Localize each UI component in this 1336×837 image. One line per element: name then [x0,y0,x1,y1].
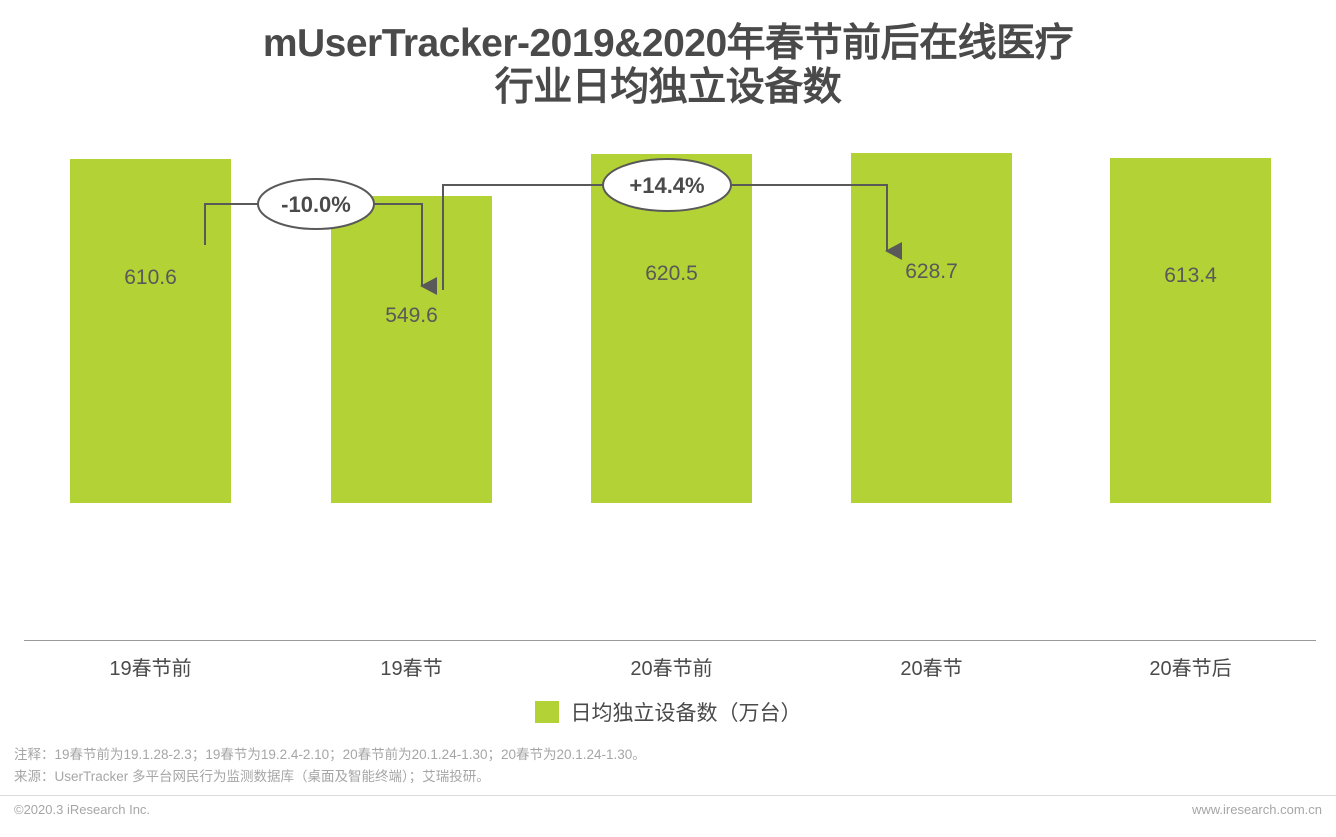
bar-3 [851,153,1012,503]
footer-copyright: ©2020.3 iResearch Inc. [14,802,151,817]
category-label-3: 20春节 [900,658,963,680]
annotation-label-1: +14.4% [629,173,705,198]
chart-plot-area: 610.6 549.6 620.5 628.7 613.4 19春节前 19春节… [24,153,1316,680]
bar-4 [1110,158,1271,503]
bar-value-label-4: 613.4 [1164,264,1217,287]
title-line-2: 行业日均独立设备数 [494,66,842,109]
chart-notes: 注释：19春节前为19.1.28-2.3；19春节为19.2.4-2.10；20… [14,744,646,788]
category-label-1: 19春节 [380,658,443,680]
bar-2 [591,154,752,503]
bar-1 [331,196,492,503]
annotation-label-0: -10.0% [281,192,351,217]
note-line: 注释：19春节前为19.1.28-2.3；19春节为19.2.4-2.10；20… [14,747,646,762]
page-title: mUserTracker-2019&2020年春节前后在线医疗 行业日均独立设备… [0,22,1336,110]
footer-website: www.iresearch.com.cn [1191,802,1322,817]
x-axis-line [24,640,1316,641]
category-label-2: 20春节前 [630,658,713,680]
title-line-1: mUserTracker-2019&2020年春节前后在线医疗 [262,22,1074,65]
legend-label: 日均独立设备数（万台） [570,702,802,725]
legend-swatch-icon [534,701,559,723]
bar-value-label-3: 628.7 [905,260,958,283]
chart-legend: 日均独立设备数（万台） [0,697,1336,727]
page-footer: ©2020.3 iResearch Inc. www.iresearch.com… [0,802,1336,817]
source-line: 来源：UserTracker 多平台网民行为监测数据库（桌面及智能终端）；艾瑞投… [14,769,490,784]
bar-value-label-2: 620.5 [645,262,698,285]
category-label-4: 20春节后 [1149,658,1232,680]
bar-value-label-0: 610.6 [124,266,177,289]
footer-divider [0,795,1336,796]
bar-value-label-1: 549.6 [385,304,438,327]
bar-0 [70,159,231,503]
category-label-0: 19春节前 [109,658,192,680]
